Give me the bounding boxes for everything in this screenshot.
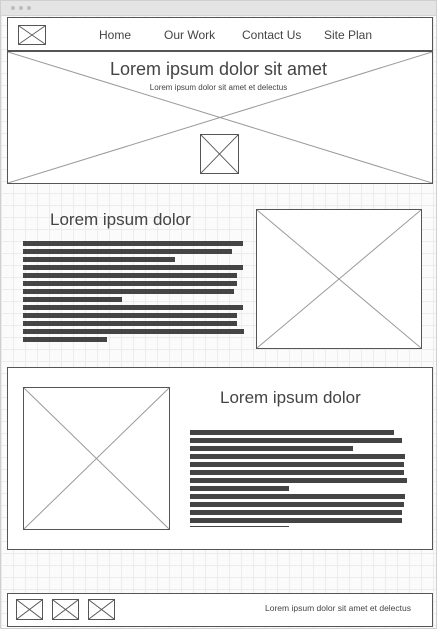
nav-link-home[interactable]: Home [99, 28, 132, 42]
text-line [23, 329, 244, 334]
footer-text: Lorem ipsum dolor sit amet et delectus [265, 603, 411, 613]
text-line [190, 526, 289, 527]
hero-thumbnail-placeholder-icon [200, 134, 239, 174]
window-dot-icon [19, 6, 23, 10]
window-dot-icon [27, 6, 31, 10]
window-dot-icon [11, 6, 15, 10]
text-line [23, 337, 107, 342]
text-line [190, 494, 405, 499]
text-line [23, 289, 234, 294]
section1-heading: Lorem ipsum dolor [50, 210, 191, 229]
text-line [190, 446, 353, 451]
section2-heading: Lorem ipsum dolor [220, 388, 361, 407]
text-line [23, 281, 237, 286]
site-header [7, 17, 433, 51]
footer-icon-placeholder-icon[interactable] [52, 599, 79, 620]
text-line [190, 478, 407, 483]
text-line [190, 462, 404, 467]
hero-title: Lorem ipsum dolor sit amet [109, 59, 328, 79]
text-line [23, 297, 122, 302]
text-line [23, 257, 175, 262]
logo-placeholder-icon[interactable] [18, 25, 46, 45]
text-line [23, 249, 232, 254]
text-line [190, 518, 402, 523]
text-line [190, 438, 402, 443]
nav-link-site-plan[interactable]: Site Plan [324, 28, 373, 42]
text-line [190, 502, 404, 507]
text-line [190, 430, 394, 435]
text-line [23, 305, 243, 310]
window-title-bar [1, 1, 436, 16]
section2-image-placeholder-icon [23, 387, 170, 530]
footer-icon-placeholder-icon[interactable] [88, 599, 115, 620]
hero-image-placeholder-icon [8, 52, 432, 183]
section1-text-block [23, 241, 244, 345]
text-line [23, 273, 237, 278]
hero-subtitle: Lorem ipsum dolor sit amet et delectus [149, 83, 288, 92]
text-line [190, 486, 289, 491]
nav-link-contact-us[interactable]: Contact Us [242, 28, 302, 42]
text-line [190, 510, 402, 515]
footer-icon-placeholder-icon[interactable] [16, 599, 43, 620]
text-line [23, 241, 243, 246]
text-line [23, 265, 243, 270]
text-line [190, 454, 405, 459]
text-line [190, 470, 404, 475]
text-line [23, 313, 237, 318]
nav-link-our-work[interactable]: Our Work [164, 28, 216, 42]
section1-image-placeholder-icon [256, 209, 422, 349]
text-line [23, 321, 237, 326]
section2-text-block [190, 430, 407, 527]
